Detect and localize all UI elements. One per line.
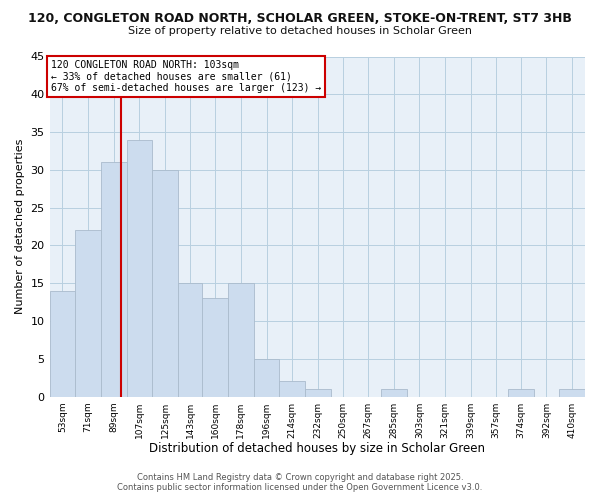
Bar xyxy=(178,283,202,397)
Bar xyxy=(127,140,152,396)
Bar xyxy=(305,389,331,396)
Text: 120, CONGLETON ROAD NORTH, SCHOLAR GREEN, STOKE-ON-TRENT, ST7 3HB: 120, CONGLETON ROAD NORTH, SCHOLAR GREEN… xyxy=(28,12,572,26)
Bar xyxy=(202,298,228,396)
Bar xyxy=(75,230,101,396)
Text: Size of property relative to detached houses in Scholar Green: Size of property relative to detached ho… xyxy=(128,26,472,36)
Bar xyxy=(254,359,280,397)
Bar xyxy=(280,382,305,396)
Text: Contains HM Land Registry data © Crown copyright and database right 2025.
Contai: Contains HM Land Registry data © Crown c… xyxy=(118,473,482,492)
Bar xyxy=(559,389,585,396)
Y-axis label: Number of detached properties: Number of detached properties xyxy=(15,139,25,314)
Bar xyxy=(152,170,178,396)
Bar xyxy=(228,283,254,397)
X-axis label: Distribution of detached houses by size in Scholar Green: Distribution of detached houses by size … xyxy=(149,442,485,455)
Bar xyxy=(381,389,407,396)
Text: 120 CONGLETON ROAD NORTH: 103sqm
← 33% of detached houses are smaller (61)
67% o: 120 CONGLETON ROAD NORTH: 103sqm ← 33% o… xyxy=(51,60,321,94)
Bar xyxy=(508,389,533,396)
Bar xyxy=(50,291,75,397)
Bar xyxy=(101,162,127,396)
